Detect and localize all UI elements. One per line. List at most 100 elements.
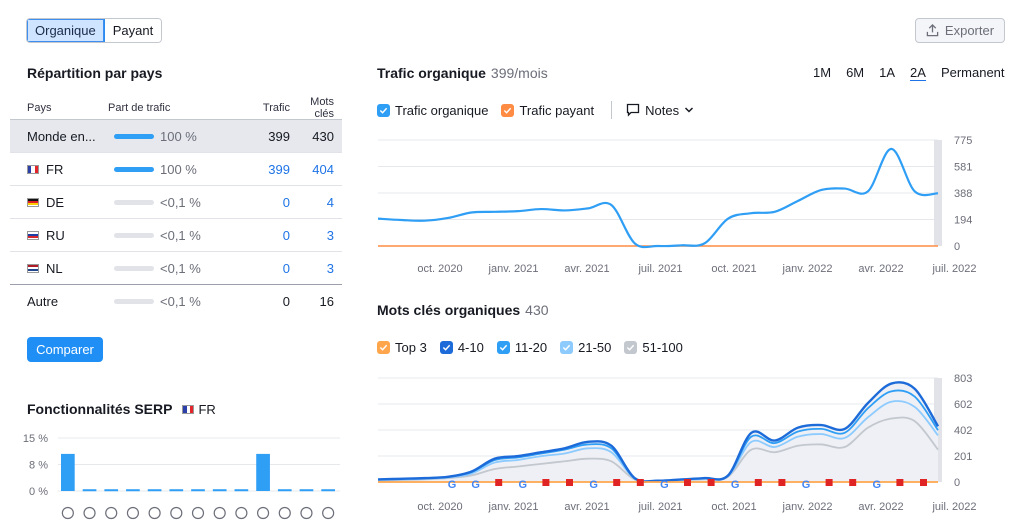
x-tick-label: janv. 2022 <box>782 501 833 513</box>
traffic-title-text: Trafic organique <box>377 65 486 81</box>
legend-keywords-11-20[interactable]: 11-20 <box>496 340 548 355</box>
serp-bar <box>212 489 227 492</box>
x-tick-label: juil. 2022 <box>931 263 976 275</box>
legend-label: 4-10 <box>457 340 484 355</box>
legend-keywords-21-50[interactable]: 21-50 <box>560 340 611 355</box>
range-6m[interactable]: 6M <box>846 65 865 80</box>
x-tick-label: oct. 2021 <box>711 501 756 513</box>
row-share: 100 % <box>160 161 197 177</box>
legend-label: Trafic organique <box>395 102 489 118</box>
gallery-icon <box>256 506 270 520</box>
share-bar <box>114 199 154 205</box>
share-bar <box>114 166 154 172</box>
legend-label: Top 3 <box>395 340 427 355</box>
organic-toggle-button[interactable]: Organique <box>27 19 105 42</box>
keywords-title-text: Mots clés organiques <box>377 302 521 318</box>
legend-divider <box>611 101 613 119</box>
range-1m[interactable]: 1M <box>813 65 832 80</box>
serp-bar <box>299 489 314 492</box>
flag-marker-icon <box>636 479 644 486</box>
map-pin-icon <box>83 506 96 520</box>
traffic-title: Trafic organique 399/mois <box>377 65 548 81</box>
row-traffic-link[interactable]: 0 <box>282 260 290 276</box>
compare-button[interactable]: Comparer <box>27 337 103 362</box>
range-permanent[interactable]: Permanent <box>940 65 1005 80</box>
flag-marker-icon <box>778 479 786 486</box>
row-traffic-link[interactable]: 399 <box>268 161 290 177</box>
x-tick-label: juil. 2022 <box>931 501 976 513</box>
legend-label: 21-50 <box>578 340 612 355</box>
traffic-type-toggle: Organique Payant <box>26 18 163 43</box>
traffic-legend: Trafic organique Trafic payant Notes <box>377 101 707 119</box>
table-row[interactable]: FR 100 % 399 404 <box>10 153 342 186</box>
flag-fr-icon <box>27 164 39 174</box>
flag-marker-icon <box>495 479 503 486</box>
google-update-icon: G <box>731 479 740 491</box>
flag-marker-icon <box>825 479 833 486</box>
google-update-icon: G <box>519 479 528 491</box>
legend-organic-traffic[interactable]: Trafic organique <box>377 103 488 118</box>
row-keywords-link[interactable]: 3 <box>326 260 334 276</box>
checkbox-icon <box>501 103 515 117</box>
flag-de-icon <box>27 197 39 207</box>
row-traffic-link[interactable]: 0 <box>282 227 290 243</box>
row-keywords: 16 <box>319 294 334 309</box>
paid-toggle-button[interactable]: Payant <box>104 19 162 42</box>
row-keywords-link[interactable]: 4 <box>326 194 334 210</box>
table-row: Autre <0,1 % 0 16 <box>10 285 342 318</box>
table-row[interactable]: Monde en... 100 % 399 430 <box>10 120 342 153</box>
flag-marker-icon <box>613 479 621 486</box>
x-tick-label: janv. 2022 <box>782 263 833 275</box>
keywords-count: 430 <box>525 302 549 318</box>
legend-keywords-51-100[interactable]: 51-100 <box>624 340 683 355</box>
legend-paid-traffic[interactable]: Trafic payant <box>501 103 594 118</box>
serp-bar <box>61 453 75 491</box>
flag-marker-icon <box>566 479 573 486</box>
checkbox-icon <box>496 341 510 354</box>
table-row[interactable]: DE <0,1 % 0 4 <box>10 186 342 219</box>
flag-marker-icon <box>542 479 550 486</box>
row-country: FR <box>46 161 64 177</box>
google-update-icon: G <box>873 479 882 491</box>
flag-ru-icon <box>27 230 39 240</box>
share-bar <box>114 299 154 304</box>
legend-keywords-4-10[interactable]: 4-10 <box>439 340 484 355</box>
header-share: Part de trafic <box>108 101 171 114</box>
legend-label: 11-20 <box>514 340 548 355</box>
row-share: <0,1 % <box>160 194 201 210</box>
x-tick-label: avr. 2022 <box>858 263 903 275</box>
y-tick-label: 15 % <box>23 433 48 445</box>
table-row[interactable]: RU <0,1 % 0 3 <box>10 219 342 252</box>
legend-keywords-top-3[interactable]: Top 3 <box>377 340 427 355</box>
chat-icon <box>300 506 313 520</box>
serp-bar <box>169 489 184 492</box>
y-tick-label: 581 <box>954 162 972 174</box>
row-keywords-link[interactable]: 404 <box>312 161 334 177</box>
export-label: Exporter <box>944 23 995 38</box>
range-2a[interactable]: 2A <box>910 65 926 81</box>
header-keywords: Mots clés <box>310 95 334 120</box>
row-country: NL <box>46 260 63 276</box>
y-tick-label: 602 <box>954 399 972 411</box>
play-icon <box>191 506 205 520</box>
x-tick-label: avr. 2021 <box>564 501 609 513</box>
export-button[interactable]: Exporter <box>915 18 1005 43</box>
range-selector: 1M 6M 1A 2A Permanent <box>813 65 1005 81</box>
notes-label: Notes <box>645 102 680 118</box>
serp-bar <box>126 489 140 492</box>
row-traffic-link[interactable]: 0 <box>282 194 290 210</box>
row-country: Autre <box>27 294 59 309</box>
checkbox-icon <box>560 341 574 354</box>
row-traffic: 0 <box>282 294 290 309</box>
y-tick-label: 8 % <box>29 460 48 472</box>
table-row[interactable]: NL <0,1 % 0 3 <box>10 252 342 285</box>
row-keywords-link[interactable]: 3 <box>326 227 334 243</box>
range-1a[interactable]: 1A <box>879 65 896 80</box>
upload-icon <box>926 24 939 37</box>
notes-dropdown[interactable]: Notes <box>626 103 694 118</box>
legend-label: 51-100 <box>642 340 683 355</box>
play-icon <box>213 506 226 520</box>
flag-marker-icon <box>684 479 691 486</box>
x-tick-label: oct. 2021 <box>711 263 756 275</box>
